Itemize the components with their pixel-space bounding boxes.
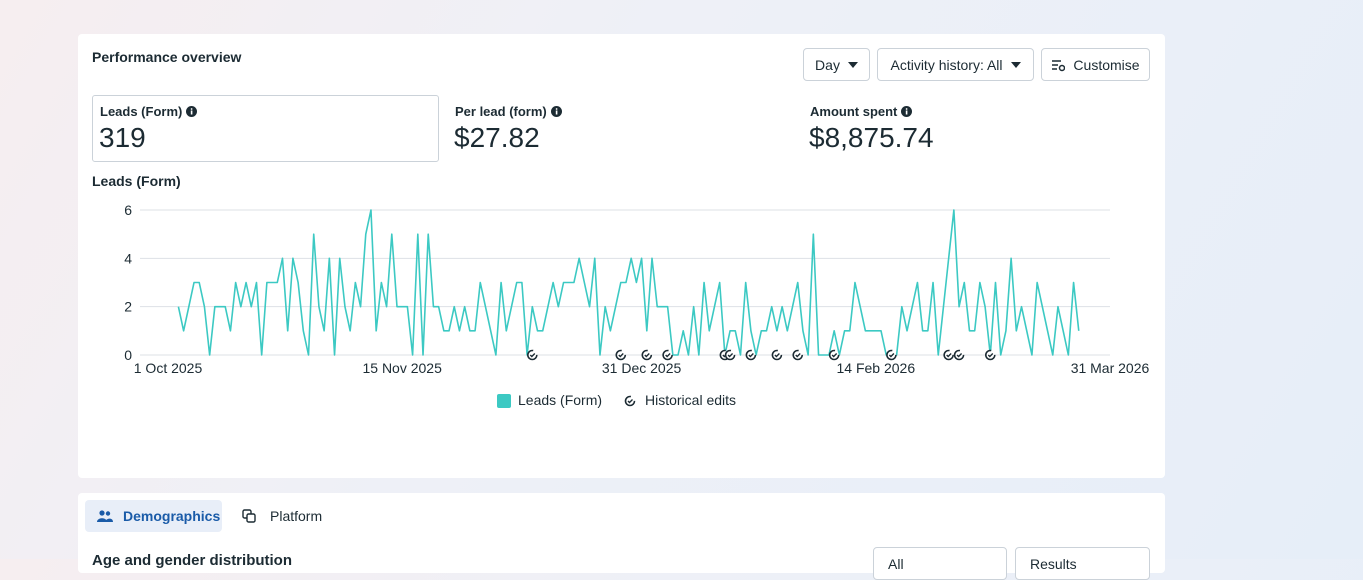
historical-edit-marker	[792, 349, 804, 361]
edit-icon-ring	[771, 349, 783, 361]
historical-edit-marker	[771, 349, 783, 361]
historical-edit-marker	[527, 349, 538, 361]
metric-label: Per lead (form)	[455, 104, 562, 119]
edit-icon-check	[618, 353, 624, 358]
day-button[interactable]: Day	[803, 48, 870, 81]
x-tick-label: 1 Oct 2025	[134, 360, 203, 376]
edit-icon-ring	[953, 349, 965, 361]
caret	[847, 61, 858, 68]
button-label: Activity history: All	[890, 56, 1003, 73]
metric-value: $8,875.74	[809, 122, 934, 153]
info-icon	[901, 106, 913, 117]
edit-icon-check	[727, 353, 734, 358]
info-icon	[550, 106, 562, 117]
historical-edit-marker	[984, 349, 996, 361]
historical-edit-marker	[943, 349, 954, 361]
customise-button[interactable]: Customise	[1041, 48, 1150, 81]
data-line	[177, 209, 1080, 356]
edit-icon-ring	[662, 349, 673, 361]
metric-label-text: Per lead (form)	[455, 104, 547, 119]
edit-icon-check	[946, 353, 952, 358]
historical-edit-marker	[724, 349, 736, 361]
performance-card	[78, 34, 1165, 478]
y-tick-label: 6	[124, 202, 132, 218]
button-label: Day	[815, 56, 840, 73]
edit-icon-check	[529, 353, 536, 358]
filter-button[interactable]: All	[873, 547, 1007, 580]
button-label: Customise	[1073, 56, 1140, 73]
edit-icon-ring	[724, 349, 736, 361]
historical-edit-marker	[953, 349, 965, 361]
edit-icon-ring	[828, 349, 840, 361]
edit-icon-ring	[527, 349, 538, 361]
edit-icon-ring	[615, 349, 627, 361]
edit-icon-check	[831, 353, 838, 358]
platform-icon	[242, 509, 256, 523]
metric-value: 319	[99, 122, 146, 153]
people-icon	[97, 510, 113, 522]
x-tick-label: 14 Feb 2026	[836, 360, 915, 376]
metric-label-text: Amount spent	[810, 104, 898, 119]
edit-icon-check	[748, 353, 754, 358]
metric-button[interactable]: Results	[1015, 547, 1150, 580]
legend-label: Historical edits	[645, 392, 736, 408]
tab-label: Platform	[270, 508, 323, 524]
x-tick-label: 31 Dec 2025	[602, 360, 682, 376]
demographics-tab[interactable]: Demographics	[85, 500, 222, 532]
edit-icon-check	[627, 399, 633, 404]
y-tick-label: 4	[124, 250, 132, 266]
chart-title: Leads (Form)	[92, 173, 181, 189]
edit-icon-ring	[886, 349, 897, 361]
card-title: Performance overview	[92, 49, 242, 65]
edit-icon-ring	[624, 395, 636, 407]
edit-icon-check	[987, 353, 994, 358]
metric-card-selected[interactable]	[92, 95, 439, 162]
historical-edit-marker	[662, 349, 673, 361]
historical-edit-marker	[745, 349, 757, 361]
platform-tab[interactable]: Platform	[242, 500, 322, 532]
caret	[1010, 61, 1021, 68]
activity-history-button[interactable]: Activity history: All	[877, 48, 1034, 81]
historical-edit-marker	[886, 349, 897, 361]
info-icon	[186, 106, 198, 117]
y-tick-label: 0	[124, 347, 132, 363]
edit-icon-check	[795, 353, 801, 358]
tab-label: Demographics	[123, 508, 221, 524]
edit-icon-ring	[984, 349, 996, 361]
y-tick-label: 2	[124, 299, 132, 315]
metric-value: $27.82	[454, 122, 540, 153]
edit-icon-ring	[745, 349, 757, 361]
historical-edit-marker	[615, 349, 627, 361]
legend-label: Leads (Form)	[518, 392, 602, 408]
legend-swatch	[497, 394, 511, 408]
edit-icon-check	[956, 353, 963, 358]
x-tick-label: 15 Nov 2025	[362, 360, 442, 376]
metric-label: Leads (Form)	[100, 104, 198, 119]
edit-icon-check	[665, 353, 671, 358]
historical-edit-marker	[828, 349, 840, 361]
button-label: All	[888, 555, 904, 572]
section-title: Age and gender distribution	[92, 552, 293, 569]
edit-icon-ring	[641, 349, 653, 361]
historical-edit-marker	[641, 349, 653, 361]
metric-label-text: Leads (Form)	[100, 104, 183, 119]
metric-label: Amount spent	[810, 104, 913, 119]
customise-icon	[1052, 59, 1066, 71]
edit-icon-ring	[792, 349, 804, 361]
chart: 0 2 4 6 1 Oct 2025 15 Nov 2025 31 Dec 2025 14 F…	[124, 202, 1150, 408]
edit-icon-check	[774, 353, 780, 358]
x-tick-label: 31 Mar 2026	[1071, 360, 1150, 376]
edit-icon-check	[888, 353, 895, 358]
historical-edit-marker	[624, 395, 636, 407]
edit-icon-check	[644, 353, 650, 358]
button-label: Results	[1030, 555, 1077, 572]
edit-icon-ring	[943, 349, 954, 361]
